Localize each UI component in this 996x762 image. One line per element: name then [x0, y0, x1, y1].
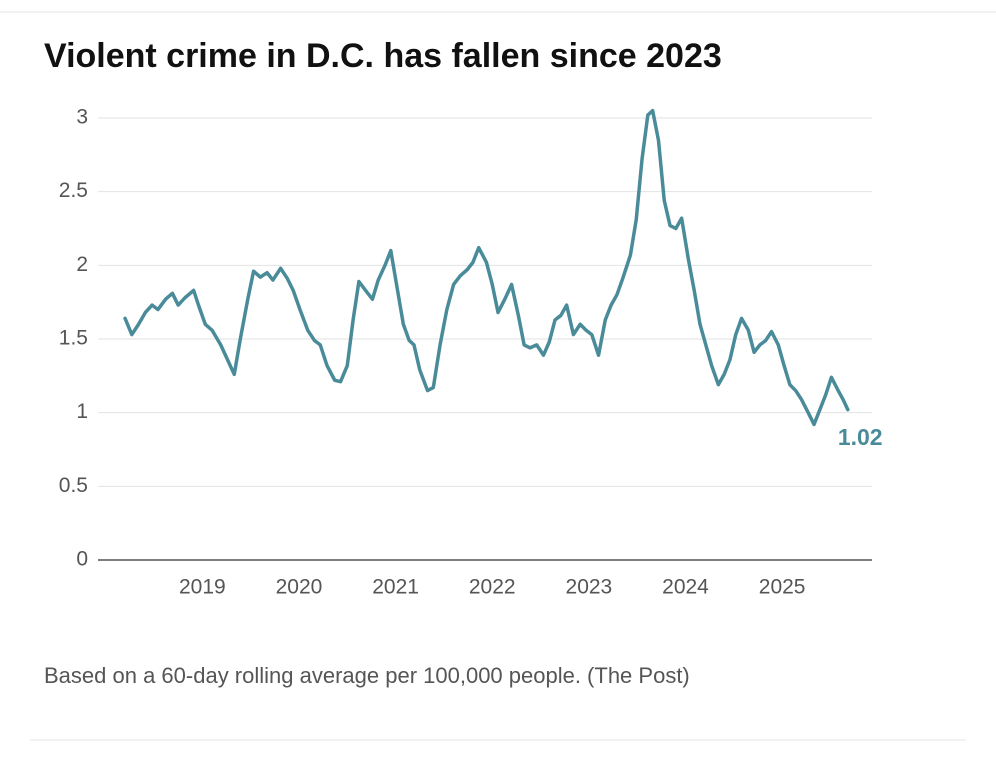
line: [123, 108, 850, 427]
chart-title: Violent crime in D.C. has fallen since 2…: [44, 37, 722, 75]
x-tick-label: 2020: [276, 576, 323, 599]
y-tick-label: 0: [76, 548, 88, 571]
x-tick-label: 2019: [179, 576, 226, 599]
x-tick-label: 2021: [372, 576, 419, 599]
y-tick-label: 1.5: [59, 327, 88, 350]
x-tick-label: 2025: [759, 576, 806, 599]
x-tick-label: 2023: [566, 576, 613, 599]
y-tick-label: 1: [76, 400, 88, 423]
chart-note: Based on a 60-day rolling average per 10…: [44, 663, 690, 688]
y-tick-label: 0.5: [59, 474, 88, 497]
x-tick-label: 2024: [662, 576, 709, 599]
x-tick-label: 2022: [469, 576, 516, 599]
y-tick-label: 2.5: [59, 179, 88, 202]
y-tick-label: 2: [76, 253, 88, 276]
end-label: 1.02: [838, 424, 883, 450]
y-tick-label: 3: [76, 106, 88, 129]
